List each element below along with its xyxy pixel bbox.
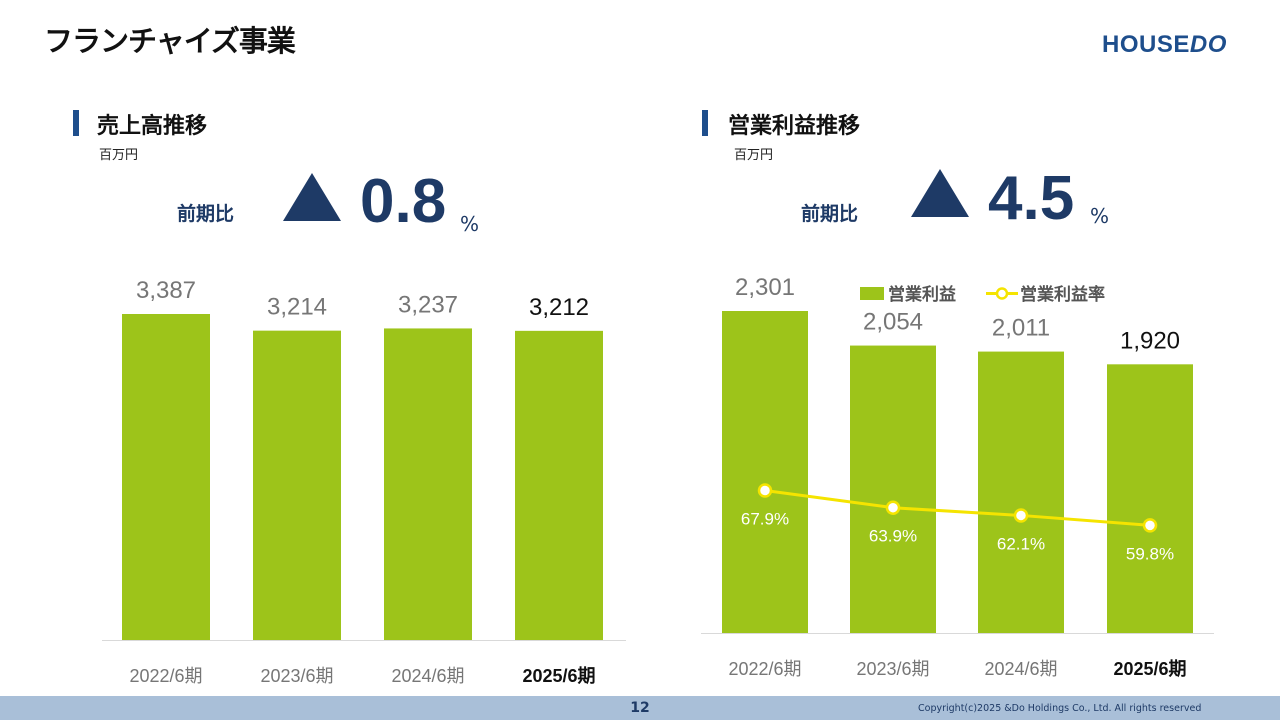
profit-unit-label: 百万円 — [734, 148, 774, 163]
profit-increase-triangle-icon — [911, 169, 969, 217]
legend-bar-label: 営業利益 — [888, 284, 956, 304]
sales-yoy-value: 0.8 — [360, 167, 447, 236]
sales-category-label: 2023/6期 — [260, 666, 333, 686]
sales-bar — [515, 330, 603, 640]
sales-category-label: 2025/6期 — [522, 666, 595, 686]
profit-category-label: 2025/6期 — [1113, 659, 1186, 679]
profit-section-title: 営業利益推移 — [728, 114, 861, 139]
sales-yoy-unit: % — [460, 212, 480, 236]
logo-accent-text: DO — [1189, 31, 1227, 58]
profit-bar — [1107, 364, 1193, 633]
profit-rate-label: 63.9% — [869, 527, 917, 546]
profit-rate-line — [764, 489, 1151, 527]
logo-main-text: HOUSE — [1102, 31, 1190, 58]
sales-category-label: 2022/6期 — [129, 666, 202, 686]
profit-rate-marker — [757, 483, 773, 498]
sales-section-title: 売上高推移 — [97, 114, 208, 139]
sales-increase-triangle-icon — [283, 173, 341, 221]
legend-line-label: 営業利益率 — [1020, 284, 1105, 304]
sales-bar-value-label: 3,212 — [529, 294, 589, 321]
profit-bar-value-label: 2,054 — [863, 309, 923, 336]
profit-rate-label: 59.8% — [1126, 544, 1174, 563]
profit-category-label: 2023/6期 — [856, 659, 929, 679]
profit-category-label: 2022/6期 — [728, 659, 801, 679]
profit-bar — [722, 311, 808, 633]
profit-yoy-label: 前期比 — [801, 203, 859, 225]
profit-bar — [850, 345, 936, 633]
sales-bar-value-label: 3,237 — [398, 291, 458, 318]
sales-yoy-label: 前期比 — [177, 203, 235, 225]
profit-yoy-unit: % — [1090, 204, 1110, 228]
profit-rate-marker — [1142, 518, 1158, 533]
sales-bar-value-label: 3,214 — [267, 294, 327, 321]
profit-bar-value-label: 2,011 — [992, 315, 1050, 342]
footer-bar — [0, 696, 1280, 720]
legend-line-marker — [995, 287, 1009, 300]
profit-rate-label: 62.1% — [997, 534, 1045, 553]
company-logo: HOUSEDO — [1102, 31, 1227, 59]
section-marker-profit — [702, 110, 708, 136]
copyright-text: Copyright(c)2025 &Do Holdings Co., Ltd. … — [918, 703, 1202, 714]
profit-bar-value-label: 1,920 — [1120, 327, 1180, 354]
sales-bar — [253, 330, 341, 640]
sales-category-label: 2024/6期 — [391, 666, 464, 686]
profit-rate-label: 67.9% — [741, 510, 789, 529]
profit-category-label: 2024/6期 — [984, 659, 1057, 679]
sales-bar — [384, 328, 472, 640]
page-number: 12 — [630, 700, 650, 716]
profit-bar — [978, 351, 1064, 633]
sales-bar — [122, 314, 210, 640]
legend-bar-swatch — [860, 287, 884, 300]
sales-unit-label: 百万円 — [99, 148, 139, 163]
profit-rate-marker — [1013, 508, 1029, 523]
sales-bar-value-label: 3,387 — [136, 277, 196, 304]
profit-rate-marker — [885, 500, 901, 515]
section-marker-sales — [73, 110, 79, 136]
profit-bar-value-label: 2,301 — [735, 274, 795, 301]
profit-yoy-value: 4.5 — [988, 164, 1075, 233]
page-title: フランチャイズ事業 — [44, 24, 296, 58]
